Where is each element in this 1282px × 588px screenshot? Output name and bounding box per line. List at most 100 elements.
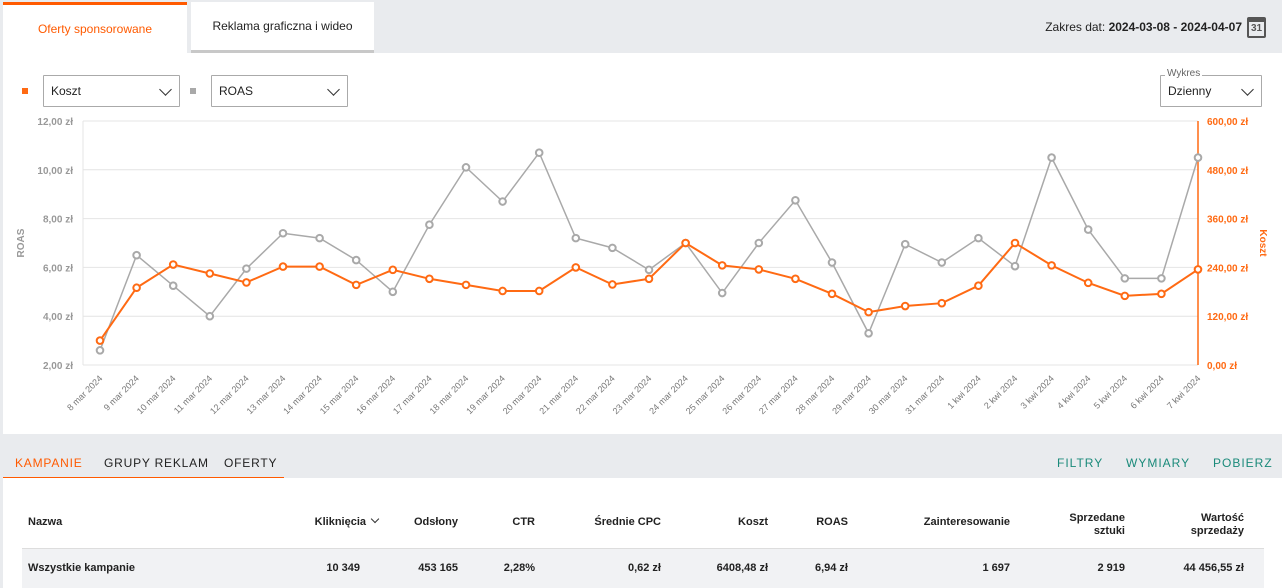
cost-series-line xyxy=(99,241,1199,342)
roas-point xyxy=(278,228,288,238)
cost-point xyxy=(388,265,398,275)
cell-views: 453 165 xyxy=(418,562,458,574)
cost-point xyxy=(534,286,544,296)
cost-point xyxy=(1047,261,1056,270)
subtab-offers[interactable]: OFERTY xyxy=(224,456,278,470)
cost-point xyxy=(242,278,251,287)
x-tick-label: 7 kwi 2024 xyxy=(1165,373,1202,410)
cost-point xyxy=(461,280,471,290)
roas-point xyxy=(168,281,178,290)
roas-point xyxy=(242,264,251,273)
right-tick-label: 480,00 zł xyxy=(1207,166,1248,177)
roas-point xyxy=(571,233,581,243)
x-tick-label: 31 mar 2024 xyxy=(903,373,946,416)
x-tick-label: 4 kwi 2024 xyxy=(1055,373,1092,410)
col-roas-header[interactable]: ROAS xyxy=(816,516,848,528)
metric2-value: ROAS xyxy=(219,84,254,98)
cost-point xyxy=(205,269,215,278)
roas-point xyxy=(1010,261,1020,271)
left-axis-label: ROAS xyxy=(16,228,27,257)
col-value-line2: sprzedaży xyxy=(1190,525,1244,537)
campaigns-table: Nazwa Kliknięcia Odsłony CTR Średnie CPC… xyxy=(3,478,1282,588)
calendar-icon[interactable]: 31 xyxy=(1247,17,1266,38)
cost-point xyxy=(791,274,800,284)
x-tick-label: 8 mar 2024 xyxy=(65,373,104,412)
roas-point xyxy=(425,220,434,229)
right-tick-label: 120,00 zł xyxy=(1207,312,1248,323)
x-tick-label: 1 kwi 2024 xyxy=(945,373,982,410)
col-interest-header[interactable]: Zainteresowanie xyxy=(923,516,1010,528)
roas-point xyxy=(1083,225,1093,234)
roas-point xyxy=(608,243,617,253)
tab-display-video-ads[interactable]: Reklama graficzna i wideo xyxy=(191,2,374,53)
col-clicks-label: Kliknięcia xyxy=(314,516,366,528)
roas-point xyxy=(461,163,471,172)
subtab-ad-groups[interactable]: GRUPY REKLAM xyxy=(104,456,209,470)
roas-point xyxy=(95,346,105,355)
cost-point xyxy=(95,336,105,345)
col-ctr-header[interactable]: CTR xyxy=(512,516,535,528)
col-name-header[interactable]: Nazwa xyxy=(28,516,63,528)
col-views-header[interactable]: Odsłony xyxy=(413,516,458,528)
col-value-line1: Wartość xyxy=(1201,512,1244,524)
col-cost-header[interactable]: Koszt xyxy=(738,516,768,528)
cost-point xyxy=(1157,289,1166,299)
cost-point xyxy=(754,265,764,274)
cost-point xyxy=(351,280,361,290)
left-tick-label: 4,00 zł xyxy=(43,312,73,323)
download-button[interactable]: POBIERZ xyxy=(1213,456,1273,470)
col-clicks-header[interactable]: Kliknięcia xyxy=(283,514,380,528)
roas-point xyxy=(388,287,398,297)
cost-point xyxy=(827,289,837,299)
roas-point xyxy=(827,258,837,267)
cell-cost: 6408,48 zł xyxy=(716,562,768,574)
tab-sponsored-offers[interactable]: Oferty sponsorowane xyxy=(3,2,187,53)
cost-point xyxy=(278,262,288,271)
left-tick-label: 2,00 zł xyxy=(43,361,73,372)
dimensions-button[interactable]: WYMIARY xyxy=(1126,456,1191,470)
date-range-value: 2024-03-08 - 2024-04-07 xyxy=(1108,20,1242,34)
roas-point xyxy=(534,148,544,158)
cost-point xyxy=(168,260,178,269)
subtab-campaigns[interactable]: KAMPANIE xyxy=(15,456,83,470)
top-bar: Oferty sponsorowane Reklama graficzna i … xyxy=(0,0,1282,53)
line-chart: 2,00 zł 0,00 zł 4,00 zł 120,00 zł 6,00 zł 240… xyxy=(16,117,1268,416)
roas-point xyxy=(900,239,910,249)
col-sold-header[interactable]: Sprzedane sztuki xyxy=(1025,512,1125,538)
col-value-header[interactable]: Wartość sprzedaży xyxy=(1143,512,1244,538)
cost-point xyxy=(1193,265,1203,274)
cost-point xyxy=(1120,291,1130,301)
cost-point xyxy=(937,298,947,308)
roas-series-line xyxy=(99,151,1199,351)
cost-point xyxy=(425,274,434,284)
cell-ctr: 2,28% xyxy=(503,562,535,574)
cost-point xyxy=(1083,278,1093,288)
metric2-select[interactable]: ROAS xyxy=(211,75,348,107)
roas-point xyxy=(974,233,983,243)
cell-sold: 2 919 xyxy=(1097,562,1125,574)
cell-clicks: 10 349 xyxy=(326,562,360,574)
cost-point xyxy=(315,262,324,271)
x-tick-label: 3 kwi 2024 xyxy=(1019,373,1056,410)
metric1-select[interactable]: Koszt xyxy=(43,75,180,107)
col-sold-line1: Sprzedane xyxy=(1069,512,1125,524)
roas-legend-icon xyxy=(190,88,196,94)
roas-point xyxy=(1157,274,1166,283)
right-tick-label: 360,00 zł xyxy=(1207,215,1248,226)
left-tick-label: 8,00 zł xyxy=(43,215,73,226)
chart-mode-select[interactable]: Dzienny xyxy=(1160,75,1262,107)
cost-point xyxy=(608,280,617,289)
roas-point xyxy=(1193,153,1203,162)
col-sold-line2: sztuki xyxy=(1093,525,1125,537)
filters-button[interactable]: FILTRY xyxy=(1057,456,1104,470)
table-subtabs: KAMPANIE GRUPY REKLAM OFERTY FILTRY WYMI… xyxy=(3,440,1282,480)
chart-mode-value: Dzienny xyxy=(1168,84,1212,98)
left-tick-label: 12,00 zł xyxy=(37,117,73,128)
roas-point xyxy=(132,250,141,260)
col-cpc-header[interactable]: Średnie CPC xyxy=(594,516,661,528)
right-axis-label: Koszt xyxy=(1257,229,1268,257)
table-row[interactable] xyxy=(22,548,1264,588)
roas-point xyxy=(791,196,800,205)
cell-name: Wszystkie kampanie xyxy=(28,562,135,574)
